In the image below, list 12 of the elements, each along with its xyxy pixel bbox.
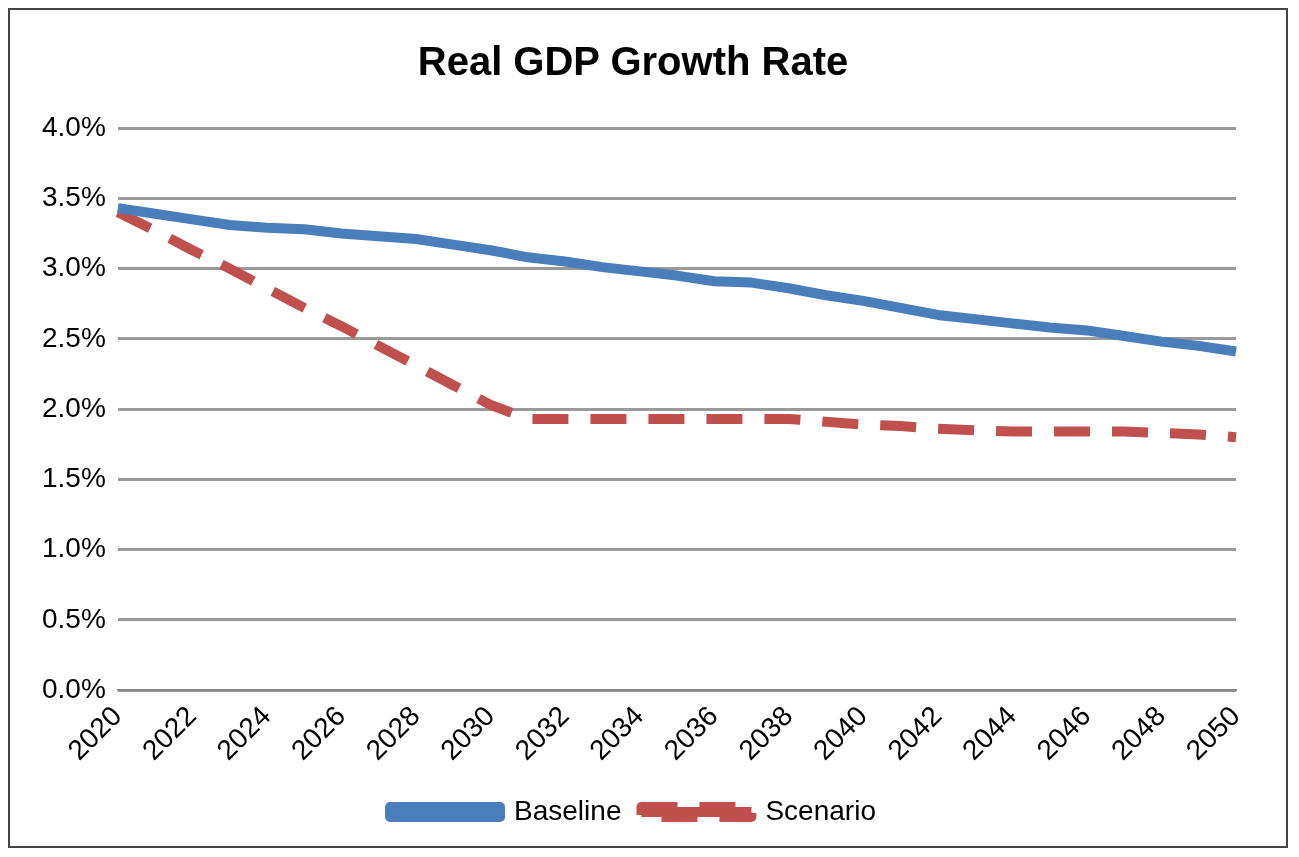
y-tick-label: 1.5% (41, 462, 106, 494)
y-tick-label: 4.0% (41, 110, 106, 142)
y-tick-label: 0.5% (41, 602, 106, 634)
y-tick-label: 0.0% (41, 672, 106, 704)
legend-label: Scenario (765, 794, 876, 826)
y-tick-label: 2.0% (41, 391, 106, 423)
chart-title: Real GDP Growth Rate (417, 39, 849, 84)
y-tick-label: 2.5% (41, 321, 106, 353)
y-tick-label: 3.5% (41, 180, 106, 212)
y-tick-label: 3.0% (41, 251, 106, 283)
y-tick-label: 1.0% (41, 532, 106, 564)
legend-label: Baseline (514, 794, 622, 826)
